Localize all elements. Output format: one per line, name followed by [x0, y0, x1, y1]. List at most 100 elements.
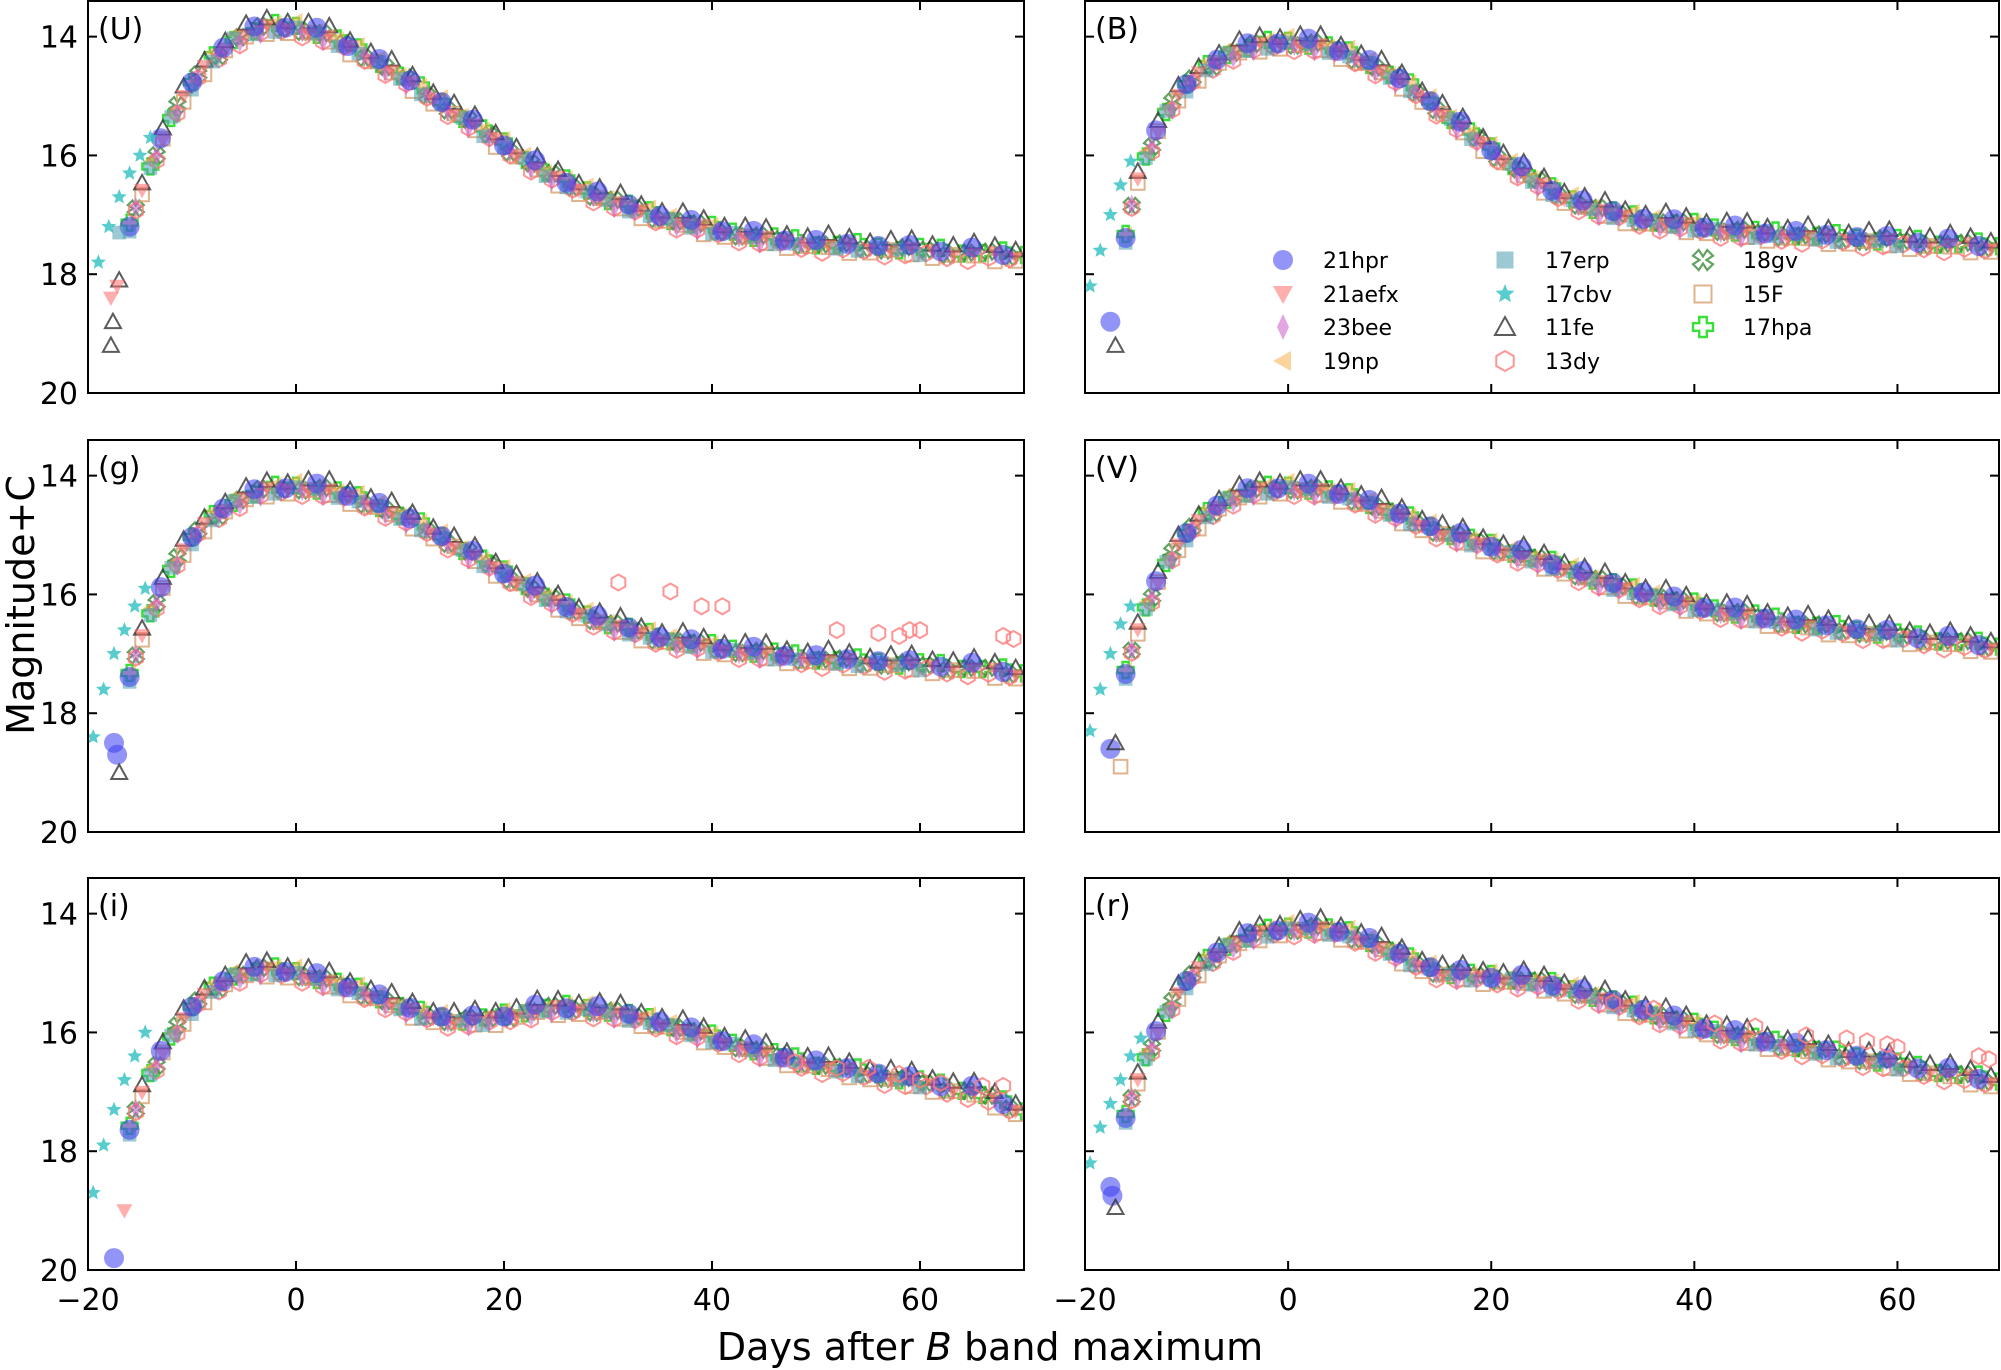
point-r-21hpr	[1481, 967, 1502, 988]
point-U-21hpr	[213, 37, 234, 58]
point-V-21hpr	[1877, 619, 1898, 640]
point-g-21hpr	[556, 596, 577, 617]
panel-i: −20 0 20 40 60 14 16 18 20 (i)	[40, 877, 1025, 1318]
legend-item-21hpr: 21hpr	[1273, 249, 1389, 274]
point-g-21hpr	[369, 492, 390, 513]
point-U-21aefx	[196, 59, 213, 75]
point-g-17cbv-extra	[127, 598, 143, 613]
point-g-21hpr	[119, 666, 140, 687]
point-B-11fe-extra	[1105, 335, 1126, 353]
point-r-21hpr	[1176, 970, 1197, 991]
point-U-13dy	[127, 201, 144, 220]
axes-frame-B	[1084, 0, 2000, 394]
point-r-13dy-extra	[1889, 1038, 1906, 1057]
point-r-21hpr	[1511, 965, 1532, 986]
point-B-21hpr	[1755, 223, 1776, 244]
point-i-21hpr	[525, 994, 546, 1015]
y-tick-label-g: 18	[40, 697, 78, 732]
point-i-21hpr	[150, 1040, 171, 1061]
point-g-21hpr	[244, 479, 265, 500]
point-g-21hpr	[650, 626, 670, 647]
point-g-21hpr	[306, 473, 327, 494]
point-g-21hpr	[837, 649, 858, 670]
axes-frame-V	[1084, 439, 2000, 833]
point-r-21hpr	[1115, 1107, 1136, 1128]
point-B-21hpr	[1328, 40, 1349, 61]
point-U-21hpr	[182, 72, 202, 93]
point-g-21aefx	[196, 517, 213, 532]
point-B-21aefx	[1556, 193, 1573, 208]
point-U-21hpr	[650, 205, 670, 226]
data-points-U	[90, 7, 1024, 353]
legend-item-18gv: 18gv	[1691, 248, 1798, 274]
x-tick-label-i: −20	[56, 1283, 119, 1318]
point-V-21aefx	[1434, 529, 1451, 544]
x-axis-title-suffix: band maximum	[952, 1325, 1263, 1369]
point-i-23bee	[422, 1005, 432, 1027]
legend: 21hpr 21aefx 23bee 19np 17erp 17cbv 11fe 13dy 18…	[1273, 248, 1812, 375]
point-V-21hpr	[1511, 539, 1532, 560]
x-tick-label-r: −20	[1053, 1283, 1116, 1318]
point-i-17cbv-extra	[116, 1071, 132, 1087]
data-points-g	[88, 469, 1024, 781]
point-U-23bee	[671, 216, 682, 238]
point-i-13dy	[127, 1103, 144, 1122]
point-U-21aefx-extra	[102, 291, 119, 306]
point-g-21hpr	[462, 540, 483, 561]
point-B-21hpr	[1481, 140, 1502, 161]
point-V-21hpr	[1664, 586, 1685, 607]
y-tick-label-i: 20	[40, 1254, 78, 1289]
y-tick-label-U: 20	[40, 377, 78, 412]
point-r-17cbv-extra	[1123, 1048, 1139, 1063]
point-i-21hpr	[899, 1066, 920, 1087]
point-V-21hpr	[1846, 619, 1867, 640]
point-g-13dy-extra	[870, 623, 887, 643]
point-B-21hpr	[1633, 208, 1654, 229]
point-U-21aefx	[383, 65, 400, 80]
legend-item-23bee: 23bee	[1277, 314, 1392, 341]
point-i-21hpr	[868, 1063, 889, 1084]
point-V-21hpr	[1724, 597, 1745, 618]
point-V-23bee	[1147, 587, 1157, 608]
point-i-17erp	[143, 1067, 158, 1082]
point-i-21aefx	[196, 987, 213, 1003]
point-i-13dy-extra	[860, 1058, 876, 1078]
point-r-21aefx	[1190, 960, 1207, 976]
legend-label: 21hpr	[1323, 249, 1389, 274]
y-tick-label-g: 20	[40, 816, 78, 851]
point-B-21aefx	[1129, 172, 1146, 187]
legend-item-21aefx: 21aefx	[1273, 283, 1399, 308]
point-V-23bee	[1167, 549, 1178, 571]
point-V-21hpr	[1450, 522, 1471, 543]
point-i-13dy-extra	[787, 1052, 804, 1072]
point-B-21aefx	[1475, 136, 1492, 152]
point-V-21aefx	[1129, 623, 1146, 638]
point-U-21hpr	[150, 128, 171, 149]
point-i-21hpr	[618, 1003, 639, 1024]
point-U-17cbv-extra	[90, 254, 106, 269]
point-g-21hpr	[774, 645, 795, 666]
point-i-13dy-extra	[912, 1070, 928, 1090]
legend-marker-13dy	[1495, 349, 1515, 373]
point-U-23bee	[172, 102, 183, 124]
point-r-21hpr	[1724, 1020, 1745, 1041]
point-V-21hpr	[1420, 516, 1441, 537]
point-B-17cbv-extra	[1092, 242, 1108, 257]
legend-marker-17cbv	[1495, 284, 1515, 303]
point-g-21hpr	[618, 617, 639, 638]
point-g-21hpr	[150, 577, 171, 598]
point-U-21aefx	[446, 108, 463, 124]
point-r-11fe-extra	[1105, 1197, 1126, 1216]
point-r-17cbv-extra	[1112, 1071, 1129, 1087]
point-r-23bee	[1715, 1025, 1726, 1046]
point-B-23bee	[1126, 194, 1137, 216]
point-i-17cbv-extra	[96, 1137, 112, 1152]
legend-item-17erp: 17erp	[1496, 249, 1610, 274]
point-r-21hpr	[1816, 1040, 1837, 1061]
point-U-21hpr	[400, 70, 421, 91]
point-U-21hpr	[431, 92, 452, 113]
point-B-21hpr	[1724, 215, 1745, 236]
point-B-21hpr	[1877, 226, 1898, 247]
point-i-21hpr	[431, 1006, 452, 1027]
point-i-13dy-extra	[995, 1076, 1012, 1096]
